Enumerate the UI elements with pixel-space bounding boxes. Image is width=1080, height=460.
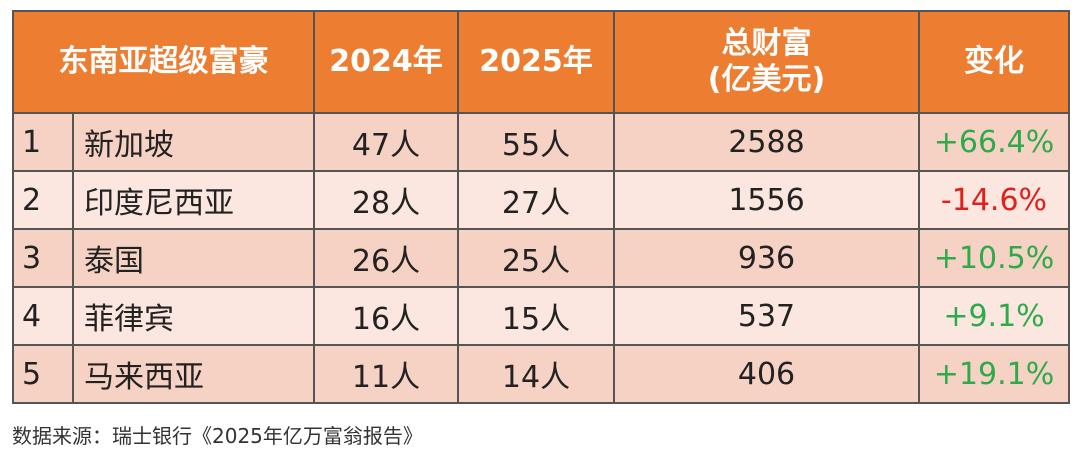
table-cell: 55人 <box>457 112 615 172</box>
table-cell: 936 <box>613 228 920 288</box>
table-cell: 新加坡 <box>72 112 315 172</box>
table-cell: 28人 <box>313 170 459 230</box>
table-cell: 菲律宾 <box>72 286 315 346</box>
table-cell: +9.1% <box>918 286 1070 346</box>
table-row: 2 印度尼西亚 28人 27人 1556 -14.6% <box>12 170 1070 230</box>
table-cell: 马来西亚 <box>72 344 315 404</box>
table-row: 5 马来西亚 11人 14人 406 +19.1% <box>12 344 1070 404</box>
header-cell: 2024年 <box>313 10 459 114</box>
table-cell: 印度尼西亚 <box>72 170 315 230</box>
table-cell: +10.5% <box>918 228 1070 288</box>
table-cell: 25人 <box>457 228 615 288</box>
table-cell: 1 <box>12 112 74 172</box>
table-cell: 14人 <box>457 344 615 404</box>
header-cell: 东南亚超级富豪 <box>12 10 315 114</box>
table-cell: 2 <box>12 170 74 230</box>
table-cell: 11人 <box>313 344 459 404</box>
table-cell: +66.4% <box>918 112 1070 172</box>
table-cell: 537 <box>613 286 920 346</box>
header-cell: 2025年 <box>457 10 615 114</box>
data-table: 东南亚超级富豪 2024年 2025年 总财富 (亿美元) 变化 1 新加坡 47人 55人 2… <box>12 10 1070 404</box>
table-cell: +19.1% <box>918 344 1070 404</box>
table-cell: 406 <box>613 344 920 404</box>
table-cell: 16人 <box>313 286 459 346</box>
header-cell: 总财富 (亿美元) <box>613 10 920 114</box>
header-row: 东南亚超级富豪 2024年 2025年 总财富 (亿美元) 变化 <box>12 10 1070 114</box>
table-header: 东南亚超级富豪 2024年 2025年 总财富 (亿美元) 变化 <box>12 10 1070 114</box>
source-note: 数据来源：瑞士银行《2025年亿万富翁报告》 <box>12 424 423 448</box>
table-cell: 27人 <box>457 170 615 230</box>
table-cell: 1556 <box>613 170 920 230</box>
table-cell: 2588 <box>613 112 920 172</box>
table-row: 1 新加坡 47人 55人 2588 +66.4% <box>12 112 1070 172</box>
table-cell: 4 <box>12 286 74 346</box>
table-cell: 26人 <box>313 228 459 288</box>
table-cell: 泰国 <box>72 228 315 288</box>
table-cell: -14.6% <box>918 170 1070 230</box>
table-row: 4 菲律宾 16人 15人 537 +9.1% <box>12 286 1070 346</box>
table-cell: 47人 <box>313 112 459 172</box>
table-row: 3 泰国 26人 25人 936 +10.5% <box>12 228 1070 288</box>
table-cell: 5 <box>12 344 74 404</box>
table-cell: 3 <box>12 228 74 288</box>
header-cell: 变化 <box>918 10 1070 114</box>
table-body: 1 新加坡 47人 55人 2588 +66.4% 2 印度尼西亚 28人 27人 1556 -14.… <box>12 112 1070 404</box>
table-cell: 15人 <box>457 286 615 346</box>
